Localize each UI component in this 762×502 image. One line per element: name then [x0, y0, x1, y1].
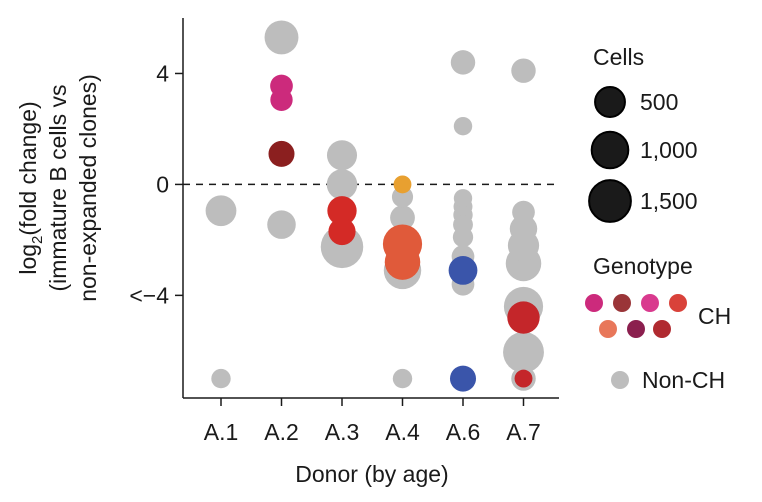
- legend-ch-swatch: [599, 320, 617, 338]
- y-axis-title-line-2: (immature B cells vs: [45, 84, 71, 291]
- x-tick-label: A.2: [264, 419, 299, 445]
- x-axis-ticks: A.1 A.2 A.3 A.4 A.6 A.7: [204, 398, 541, 445]
- legend-ch-swatch: [669, 294, 687, 312]
- x-axis-title: Donor (by age): [295, 461, 448, 487]
- data-point: [326, 169, 358, 200]
- y-axis-ticks: 4 0 <−4: [129, 60, 183, 308]
- data-point: [205, 195, 237, 227]
- legend-ch-swatch: [627, 320, 645, 338]
- data-point: [393, 175, 412, 194]
- data-point: [453, 189, 473, 208]
- data-point: [450, 50, 476, 75]
- legend-size-label: 500: [640, 89, 678, 115]
- y-tick-label: <−4: [129, 282, 169, 308]
- y-tick-label: 0: [156, 171, 169, 197]
- data-point: [507, 301, 540, 334]
- data-point: [503, 331, 544, 373]
- y-axis-title-line-3: non-expanded clones): [75, 74, 101, 302]
- data-point: [267, 210, 296, 239]
- x-tick-label: A.4: [385, 419, 420, 445]
- data-point: [512, 200, 535, 224]
- legend-ch-swatches: [585, 294, 687, 338]
- legend-ch-swatch: [613, 294, 631, 312]
- data-point: [449, 365, 477, 392]
- y-axis-title-fold-change: (fold change): [15, 101, 41, 235]
- legend-size-title: Cells: [593, 44, 644, 70]
- y-axis-title-line-1: log2(fold change): [15, 101, 46, 274]
- legend-size-label: 1,500: [640, 188, 698, 214]
- legend-size-entries: 500 1,000 1,500: [588, 86, 698, 223]
- legend-nonch-swatch: [611, 371, 629, 389]
- x-tick-label: A.7: [506, 419, 541, 445]
- legend-size-circle: [588, 179, 632, 223]
- data-point: [327, 196, 357, 226]
- legend-ch-swatch: [585, 294, 603, 312]
- legend-nonch-label: Non-CH: [642, 367, 725, 393]
- legend-size-circle: [594, 86, 626, 118]
- data-point: [264, 20, 299, 55]
- data-point: [509, 215, 538, 243]
- data-point: [511, 58, 536, 83]
- data-point: [390, 205, 415, 231]
- y-tick-label: 4: [156, 60, 169, 86]
- legend-size-label: 1,000: [640, 137, 698, 163]
- y-axis-title-log: log: [15, 244, 41, 275]
- y-axis-title: log2(fold change) (immature B cells vs n…: [15, 74, 101, 302]
- data-point: [448, 256, 478, 285]
- data-point: [384, 244, 421, 280]
- data-point: [326, 140, 358, 171]
- legend-ch-label: CH: [698, 303, 731, 329]
- data-point: [453, 116, 473, 136]
- legend-ch-swatch: [641, 294, 659, 312]
- data-point: [211, 368, 231, 389]
- data-point: [392, 368, 413, 389]
- data-point: [328, 217, 356, 246]
- x-tick-label: A.6: [446, 419, 481, 445]
- legend-size-circle: [590, 130, 630, 170]
- data-point: [514, 369, 533, 388]
- legend-ch-swatch: [653, 320, 671, 338]
- x-tick-label: A.3: [325, 419, 360, 445]
- data-points: [205, 20, 544, 392]
- legend: Cells 500 1,000 1,500 Genotype CH Non-CH: [585, 44, 731, 393]
- data-point: [270, 88, 293, 111]
- legend-genotype-title: Genotype: [593, 253, 693, 279]
- x-tick-label: A.1: [204, 419, 239, 445]
- data-point: [268, 140, 295, 167]
- y-axis-title-subscript: 2: [29, 236, 46, 244]
